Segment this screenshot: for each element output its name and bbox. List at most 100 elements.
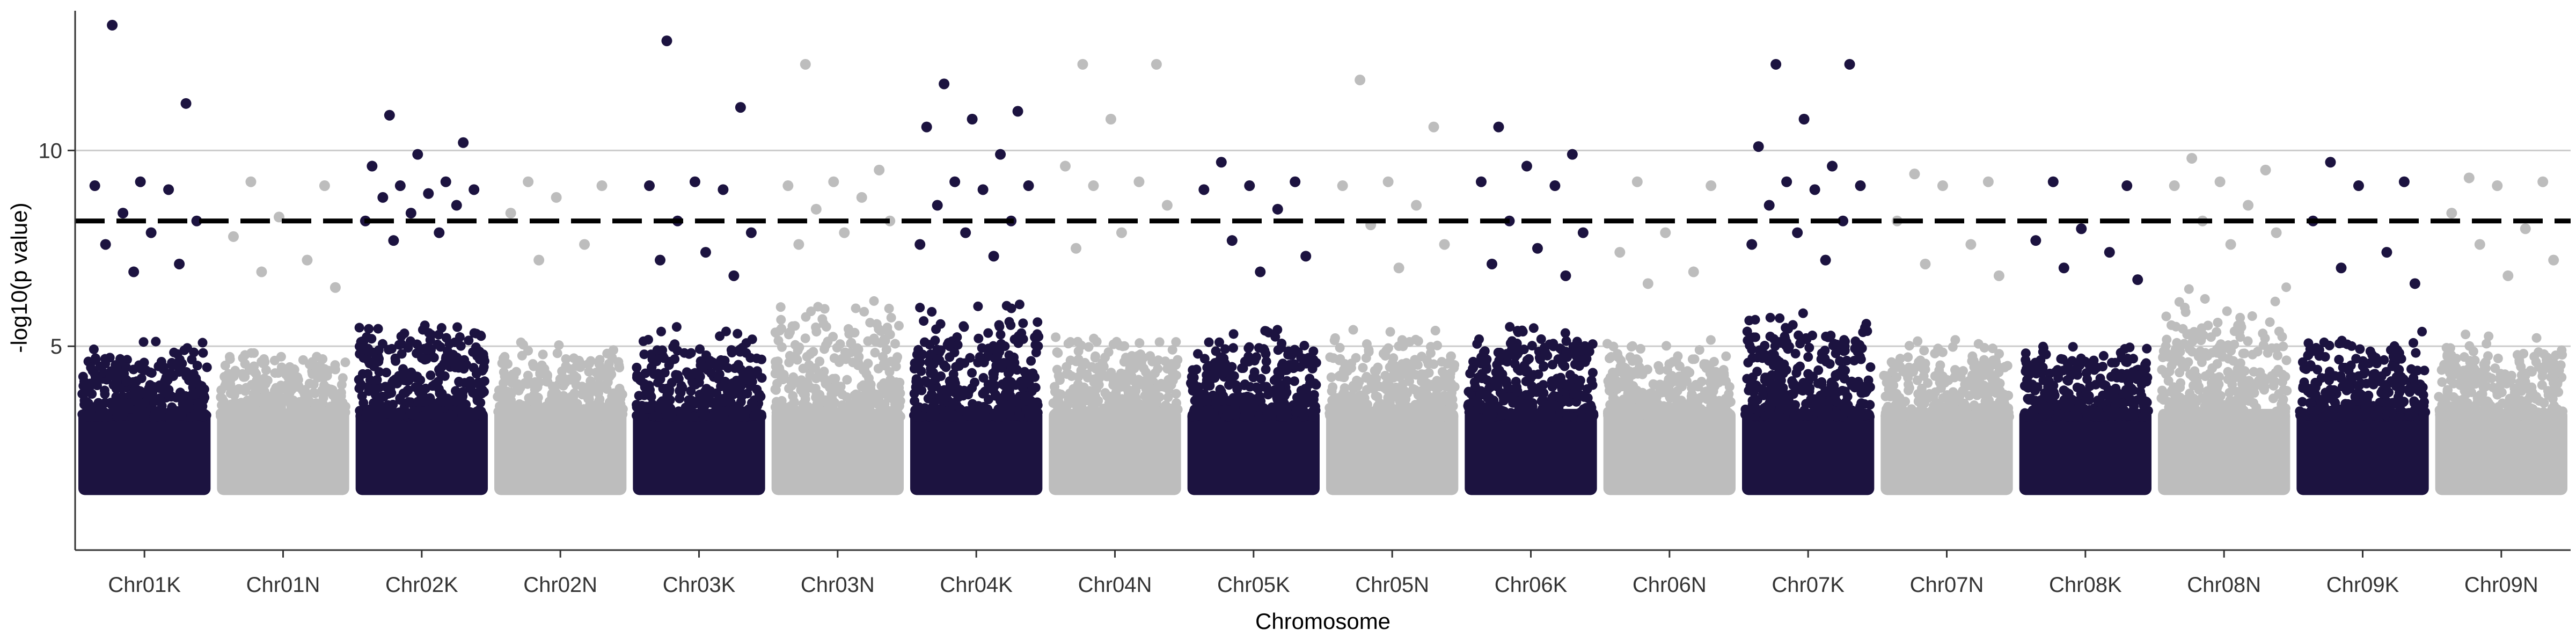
snp-point — [735, 344, 745, 354]
snp-point — [739, 406, 749, 416]
snp-point — [1892, 372, 1902, 383]
snp-point — [171, 406, 181, 416]
snp-point — [1006, 411, 1016, 421]
snp-point — [218, 412, 228, 422]
snp-point — [493, 392, 503, 402]
snp-point — [927, 306, 937, 317]
snp-point — [429, 353, 439, 363]
top-snp-point — [914, 239, 926, 250]
snp-point — [1624, 378, 1634, 388]
top-snp-point — [1060, 160, 1071, 172]
snp-point — [90, 369, 100, 379]
snp-point — [140, 411, 150, 421]
snp-point — [2038, 347, 2048, 357]
snp-point — [771, 357, 781, 367]
snp-point — [804, 360, 814, 370]
snp-point — [1076, 340, 1086, 350]
top-snp-point — [451, 200, 462, 211]
snp-point — [299, 389, 310, 399]
snp-point — [364, 324, 374, 334]
snp-point — [846, 408, 856, 418]
snp-point — [318, 354, 328, 364]
snp-point — [1307, 354, 1317, 364]
top-snp-point — [995, 149, 1006, 160]
top-snp-point — [1809, 184, 1820, 195]
snp-point — [1520, 408, 1531, 418]
snp-point — [689, 412, 699, 422]
snp-point — [721, 326, 731, 336]
top-snp-point — [1770, 58, 1782, 70]
snp-point — [257, 397, 267, 407]
top-snp-point — [1688, 266, 1699, 277]
top-snp-point — [596, 180, 608, 192]
snp-point — [1937, 347, 1948, 357]
snp-point — [535, 411, 545, 421]
snp-point — [1252, 352, 1262, 362]
snp-point — [1361, 373, 1371, 383]
snp-point — [1050, 382, 1060, 392]
snp-point — [558, 409, 568, 420]
snp-point — [79, 399, 90, 409]
top-snp-point — [1300, 251, 1312, 262]
snp-point — [2028, 408, 2038, 419]
snp-point — [744, 375, 755, 385]
snp-point — [925, 412, 935, 422]
snp-point — [686, 348, 696, 358]
snp-point — [954, 361, 964, 371]
top-snp-point — [384, 109, 395, 121]
snp-point — [532, 397, 543, 407]
snp-point — [1063, 399, 1073, 409]
snp-point — [591, 368, 601, 378]
snp-point — [574, 404, 584, 414]
snp-point — [1358, 363, 1368, 373]
dense-points-block — [1603, 408, 1736, 495]
snp-point — [541, 369, 551, 379]
snp-point — [1674, 361, 1685, 371]
snp-point — [709, 407, 720, 417]
snp-point — [1256, 396, 1266, 406]
snp-point — [787, 321, 797, 331]
snp-point — [1706, 335, 1716, 345]
top-snp-point — [469, 184, 480, 195]
snp-point — [1542, 400, 1552, 411]
snp-point — [2120, 343, 2130, 354]
snp-point — [2123, 353, 2133, 363]
top-snp-point — [1532, 243, 1543, 254]
snp-point — [996, 412, 1006, 422]
snp-point — [365, 375, 375, 385]
snp-point — [202, 362, 212, 372]
top-snp-point — [1411, 200, 1422, 211]
snp-point — [777, 324, 787, 334]
snp-point — [82, 412, 92, 422]
top-snp-point — [1549, 180, 1561, 192]
snp-point — [964, 409, 974, 419]
snp-point — [1374, 404, 1385, 414]
snp-point — [388, 412, 398, 422]
snp-point — [464, 335, 474, 346]
snp-point — [409, 406, 420, 416]
snp-point — [1913, 396, 1923, 406]
snp-point — [331, 407, 341, 417]
top-snp-point — [1660, 227, 1671, 238]
snp-point — [1283, 349, 1293, 360]
top-snp-point — [745, 227, 757, 238]
snp-point — [1971, 379, 1981, 389]
snp-point — [958, 391, 968, 401]
snp-point — [1618, 394, 1628, 405]
snp-point — [308, 369, 318, 379]
snp-point — [1151, 405, 1161, 415]
snp-point — [1433, 397, 1444, 407]
snp-point — [652, 345, 662, 355]
snp-point — [156, 356, 166, 367]
snp-point — [639, 379, 649, 389]
top-snp-point — [579, 239, 590, 250]
snp-point — [930, 375, 940, 385]
snp-point — [403, 342, 413, 353]
snp-point — [684, 370, 694, 380]
snp-point — [1141, 384, 1151, 394]
snp-point — [473, 379, 483, 389]
dense-points-block — [2158, 408, 2290, 495]
snp-point — [1429, 359, 1439, 369]
snp-point — [1850, 379, 1860, 389]
top-snp-point — [960, 227, 971, 238]
